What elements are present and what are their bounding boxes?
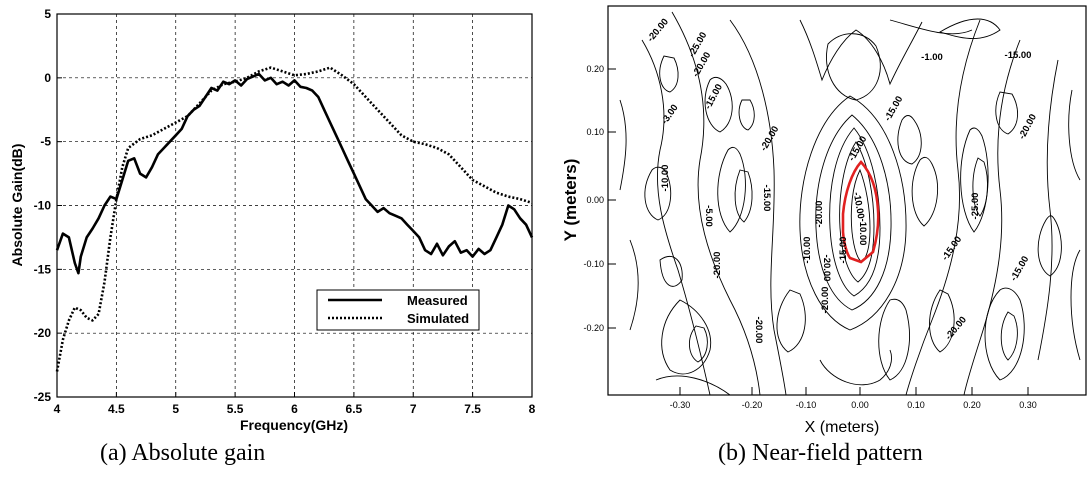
y-tick-label: 0.00	[586, 195, 604, 205]
contour-label: -20.00	[758, 124, 781, 153]
contour-label: -10.00	[857, 219, 868, 246]
y-tick-label: 0.10	[586, 127, 604, 137]
contour-label: -15.00	[1008, 254, 1031, 283]
y-axis-label: Absolute Gain(dB)	[9, 144, 25, 267]
contour-label: -15.00	[1005, 50, 1032, 61]
contour-label: -20.00	[753, 317, 764, 344]
contour-lines	[619, 11, 1081, 396]
contour-label: -15.00	[882, 94, 905, 123]
x-tick-label: -0.10	[796, 400, 817, 410]
legend: Measured Simulated	[316, 289, 480, 331]
contour-label: -20.00	[645, 17, 671, 45]
contour-label: -20.00	[712, 252, 723, 279]
x-tick-label: 5.5	[227, 402, 244, 416]
contour-label: -1.00	[921, 52, 943, 63]
y-tick-label: -25	[34, 390, 52, 404]
grid	[57, 14, 532, 397]
y-tick-label: 0.20	[586, 64, 604, 74]
contour-label: -20.00	[943, 315, 969, 343]
caption-near-field-pattern: (b) Near-field pattern	[718, 440, 923, 466]
legend-box	[316, 289, 480, 331]
tick-labels: -0.30 -0.20 -0.10 0.00 0.10 0.20 0.30 0.20 0.10 0…	[583, 64, 1036, 410]
contour-label: -15.00	[761, 185, 772, 212]
contour-label: -15.00	[838, 237, 849, 264]
absolute-gain-chart: 4 4.5 5 5.5 6 6.5 7 7.5 8 -25 -20 -15 -10 -5 0 5 Freque…	[9, 7, 536, 433]
x-tick-label: -0.30	[670, 400, 691, 410]
y-tick-label: -20	[34, 326, 52, 340]
x-axis-label: Frequency(GHz)	[240, 417, 348, 433]
y-tick-label: 0	[44, 71, 51, 85]
contour-label: -25.00	[970, 193, 981, 220]
x-tick-label: 6.5	[346, 402, 363, 416]
caption-absolute-gain: (a) Absolute gain	[100, 440, 266, 466]
x-tick-label: 0.20	[963, 400, 981, 410]
contour-label: -20.00	[814, 201, 825, 228]
x-tick-label: 4.5	[108, 402, 125, 416]
x-tick-label: -0.20	[742, 400, 763, 410]
y-tick-label: -0.10	[583, 259, 604, 269]
series-measured	[55, 72, 534, 275]
x-tick-label: 7.5	[464, 402, 481, 416]
x-tick-label: 8	[529, 402, 536, 416]
highlight-contour	[841, 160, 880, 264]
x-tick-label: 7	[410, 402, 417, 416]
contour-label: -20.00	[820, 287, 831, 314]
x-tick-label: 0.30	[1019, 400, 1037, 410]
contour-label: -5.00	[703, 205, 714, 227]
contour-label: -15.00	[703, 82, 725, 111]
legend-measured-label: Measured	[407, 293, 468, 308]
contour-label: -3.00	[659, 103, 680, 127]
y-tick-label: -0.20	[583, 323, 604, 333]
legend-simulated-label: Simulated	[407, 311, 469, 326]
x-tick-label: 0.10	[907, 400, 925, 410]
y-tick-label: -15	[34, 262, 52, 276]
near-field-contour-chart: -20.00-15.00-10.00-5.00-3.00-1.00-25.00-…	[561, 5, 1087, 436]
x-axis-label: X (meters)	[805, 419, 880, 436]
y-tick-label: -10	[34, 199, 52, 213]
series-simulated	[55, 66, 533, 372]
x-tick-label: 5	[172, 402, 179, 416]
y-tick-label: -5	[40, 135, 51, 149]
contour-label: -10.00	[660, 165, 671, 192]
contour-label: -20.00	[1017, 112, 1039, 141]
x-tick-label: 0.00	[851, 400, 869, 410]
series-layer	[55, 66, 534, 372]
y-axis-label: Y (meters)	[561, 159, 580, 242]
x-tick-label: 6	[291, 402, 298, 416]
y-tick-label: 5	[44, 7, 51, 21]
contour-label: -10.00	[802, 237, 813, 264]
contour-labels: -20.00 -15.00 -10.00 -5.00 -3.00 -1.00 -25.00 -…	[645, 17, 1039, 344]
x-tick-label: 4	[54, 402, 61, 416]
contour-label: -20.00	[821, 255, 832, 282]
tick-labels: 4 4.5 5 5.5 6 6.5 7 7.5 8 -25 -20 -15 -10 -5 0 5	[34, 7, 536, 416]
contour-label: -10.00	[851, 191, 867, 219]
plot-frame	[607, 5, 1087, 396]
